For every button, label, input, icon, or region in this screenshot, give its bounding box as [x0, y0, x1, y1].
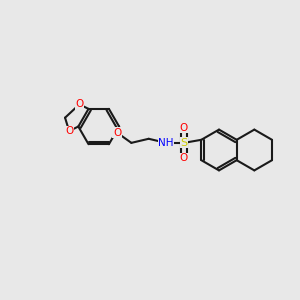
Text: O: O: [65, 126, 73, 136]
Text: O: O: [180, 123, 188, 133]
Text: NH: NH: [158, 138, 174, 148]
Text: O: O: [180, 153, 188, 163]
Text: S: S: [180, 138, 188, 148]
Text: O: O: [75, 99, 83, 110]
Text: O: O: [113, 128, 121, 138]
